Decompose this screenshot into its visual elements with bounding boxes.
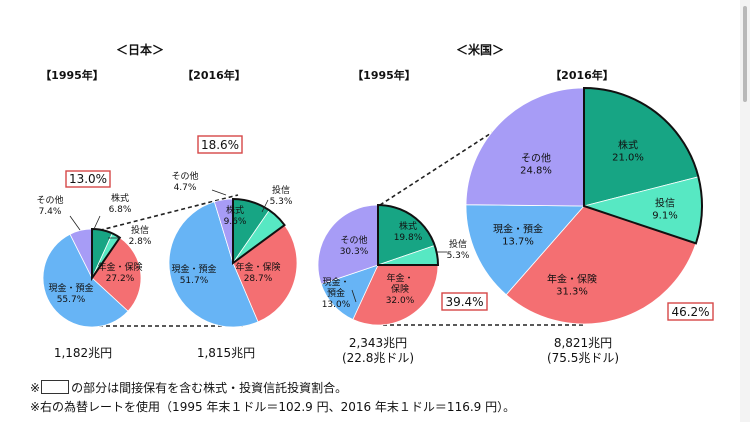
pie-title-jp-2016: 【2016年】	[182, 68, 246, 82]
pie-label-us2016-nenkin-hoken: 年金・保険 31.3%	[547, 273, 597, 298]
footnote-1-prefix: ※	[30, 381, 41, 395]
pie-label-us1995-toushin: 投信 5.3%	[447, 238, 470, 261]
pie-highlight-outline-jp2016	[232, 197, 286, 265]
group-title-japan: ＜日本＞	[116, 42, 164, 57]
pie-slice-us2016-nenkin-hoken	[505, 205, 697, 325]
pie-label-us2016-genkin-yokin: 現金・預金 13.7%	[493, 223, 543, 248]
pie-slice-jp1995-nenkin-hoken	[91, 237, 142, 312]
footnotes: ※ の部分は間接保有を含む株式・投資信託投資割合。 ※右の為替レートを使用（199…	[30, 379, 730, 417]
pie-slice-us2016-genkin-yokin	[465, 204, 585, 296]
connector-jp-top	[92, 194, 239, 233]
pie-us-2016: 株式 21.0% 投信 9.1% 年金・保険 31.3%現金・預金 13.7% その他 24.8…	[465, 86, 703, 325]
pie-label-us2016-toushin: 投信 9.1%	[652, 197, 677, 222]
leader-jp1995-kabushiki	[93, 215, 101, 230]
leader-jp2016-toushin	[261, 199, 269, 213]
pie-slice-us2016-sonota	[465, 87, 585, 207]
pie-label-us1995-genkin-yokin: 現金・預金 13.0%	[322, 276, 351, 310]
total-us-2016: 8,821兆円	[554, 336, 612, 350]
pie-label-us1995-nenkin-hoken: 年金・保険 32.0%	[386, 272, 415, 306]
pie-slice-jp1995-genkin-yokin	[42, 233, 129, 328]
total-sub-us-1995: (22.8兆ドル)	[342, 351, 414, 365]
pie-slice-us1995-sonota	[317, 204, 379, 285]
highlight-value-us-2016: 46.2%	[671, 305, 709, 319]
leader-jp1995-sonota	[69, 215, 81, 231]
pie-label-jp2016-toushin: 投信 5.3%	[270, 184, 293, 207]
leader-us1995-genkin	[351, 289, 357, 303]
footnote-1-text: の部分は間接保有を含む株式・投資信託投資割合。	[71, 381, 348, 395]
pie-label-jp1995-kabushiki: 株式 6.8%	[109, 192, 132, 215]
pie-slice-jp2016-genkin-yokin	[168, 201, 259, 328]
footnote-box-symbol	[41, 380, 70, 394]
highlight-value-us-1995: 39.4%	[445, 295, 483, 309]
pie-label-us1995-kabushiki: 株式 19.8%	[394, 220, 423, 243]
highlight-value-jp-1995: 13.0%	[69, 172, 107, 186]
pie-title-us-1995: 【1995年】	[352, 68, 416, 82]
pie-title-jp-1995: 【1995年】	[40, 68, 104, 82]
pie-label-jp1995-sonota: その他 7.4%	[36, 194, 63, 217]
pie-label-us2016-kabushiki: 株式 21.0%	[612, 139, 644, 164]
highlight-value-jp-2016: 18.6%	[201, 138, 239, 152]
pie-label-jp2016-nenkin-hoken: 年金・保険 28.7%	[235, 261, 280, 284]
pie-label-jp1995-genkin-yokin: 現金・預金 55.7%	[48, 282, 93, 305]
footnote-2: ※右の為替レートを使用（1995 年末１ドル＝102.9 円、2016 年末１ド…	[30, 400, 516, 414]
pie-highlight-outline-us2016	[583, 86, 703, 245]
pie-slice-jp2016-nenkin-hoken	[232, 224, 298, 323]
pie-label-us1995-sonota: その他 30.3%	[340, 234, 369, 257]
connector-us-top	[379, 105, 534, 206]
total-jp-2016: 1,815兆円	[197, 346, 255, 360]
pie-us-1995: 株式 19.8% 投信 5.3% 年金・保険 32.0% 現金・預金 13.0% その他 30.3…	[317, 203, 470, 326]
pie-japan-2016: 株式 9.6% 投信 5.3% 年金・保険 28.7% 現金・預金 51.7% その他 4.7%	[168, 170, 298, 328]
leader-jp2016-sonota	[211, 189, 227, 196]
pie-slice-us1995-nenkin-hoken	[352, 264, 439, 326]
footnote-1: ※ の部分は間接保有を含む株式・投資信託投資割合。	[30, 379, 730, 398]
total-jp-1995: 1,182兆円	[54, 346, 112, 360]
scrollbar-thumb[interactable]	[743, 6, 747, 102]
pie-highlight-outline-us1995	[377, 203, 440, 266]
pie-label-jp1995-toushin: 投信 2.8%	[129, 224, 152, 247]
highlight-box-us-2016	[667, 302, 714, 321]
pie-label-jp2016-kabushiki: 株式 9.6%	[224, 204, 247, 227]
pie-label-jp2016-genkin-yokin: 現金・預金 51.7%	[171, 263, 216, 286]
highlight-box-us-1995	[441, 292, 488, 311]
pie-label-us2016-sonota: その他 24.8%	[520, 152, 552, 177]
pie-japan-1995: 株式 6.8% 投信 2.8% 年金・保険 27.2%現金・預金 55.7% その他 7.4%	[36, 192, 152, 328]
total-us-1995: 2,343兆円	[349, 336, 407, 350]
total-sub-us-2016: (75.5兆ドル)	[547, 351, 619, 365]
highlight-box-jp-2016	[197, 135, 243, 154]
pie-title-us-2016: 【2016年】	[550, 68, 614, 82]
highlight-box-jp-1995	[65, 170, 111, 188]
group-title-us: ＜米国＞	[456, 42, 504, 57]
scrollbar[interactable]	[740, 0, 750, 422]
pie-label-jp1995-nenkin-hoken: 年金・保険 27.2%	[97, 261, 142, 284]
pie-label-jp2016-sonota: その他 4.7%	[171, 170, 198, 193]
